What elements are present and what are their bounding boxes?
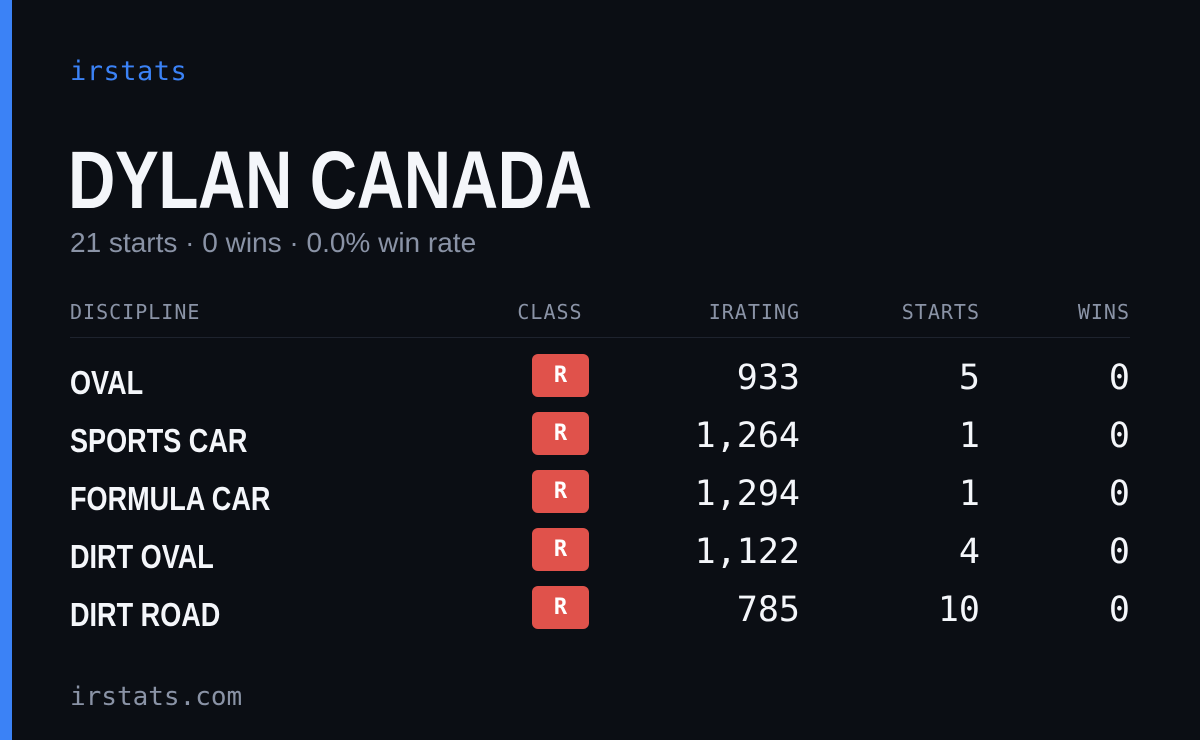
wins-value: 0 <box>1108 416 1130 456</box>
irating-value: 933 <box>736 358 800 398</box>
class-badge: R <box>532 586 589 629</box>
wins-value: 0 <box>1108 532 1130 572</box>
player-summary: 21 starts · 0 wins · 0.0% win rate <box>70 227 477 258</box>
wins-value: 0 <box>1108 358 1130 398</box>
header-discipline: DISCIPLINE <box>70 300 201 324</box>
player-name: DYLAN CANADA <box>68 135 592 226</box>
starts-value: 10 <box>937 590 980 630</box>
wins-value: 0 <box>1108 590 1130 630</box>
table-row: DIRT ROAD R 785 10 0 <box>70 584 1130 642</box>
discipline-name: SPORTS CAR <box>70 422 248 459</box>
irating-value: 1,264 <box>694 416 800 456</box>
class-badge: R <box>532 412 589 455</box>
irating-value: 1,122 <box>694 532 800 572</box>
starts-value: 1 <box>958 474 980 514</box>
brand-logo-text: irstats <box>70 56 188 87</box>
header-starts: STARTS <box>901 300 980 324</box>
discipline-name: DIRT OVAL <box>70 538 214 575</box>
footer-domain: irstats.com <box>70 682 243 712</box>
header-class: CLASS <box>517 300 583 324</box>
header-irating: IRATING <box>708 300 800 324</box>
starts-value: 1 <box>958 416 980 456</box>
class-badge: R <box>532 470 589 513</box>
irating-value: 785 <box>736 590 800 630</box>
accent-bar <box>0 0 12 740</box>
table-row: DIRT OVAL R 1,122 4 0 <box>70 526 1130 584</box>
discipline-name: DIRT ROAD <box>70 596 221 633</box>
starts-value: 5 <box>958 358 980 398</box>
wins-value: 0 <box>1108 474 1130 514</box>
table-row: OVAL R 933 5 0 <box>70 352 1130 410</box>
table-row: FORMULA CAR R 1,294 1 0 <box>70 468 1130 526</box>
table-row: SPORTS CAR R 1,264 1 0 <box>70 410 1130 468</box>
header-wins: WINS <box>1077 300 1130 324</box>
discipline-table: OVAL R 933 5 0 SPORTS CAR R 1,264 1 0 FO… <box>70 352 1130 642</box>
class-badge: R <box>532 528 589 571</box>
header-divider <box>70 337 1130 338</box>
starts-value: 4 <box>958 532 980 572</box>
irating-value: 1,294 <box>694 474 800 514</box>
class-badge: R <box>532 354 589 397</box>
table-header: DISCIPLINE CLASS IRATING STARTS WINS <box>70 300 1130 328</box>
discipline-name: FORMULA CAR <box>70 480 271 517</box>
discipline-name: OVAL <box>70 364 144 401</box>
